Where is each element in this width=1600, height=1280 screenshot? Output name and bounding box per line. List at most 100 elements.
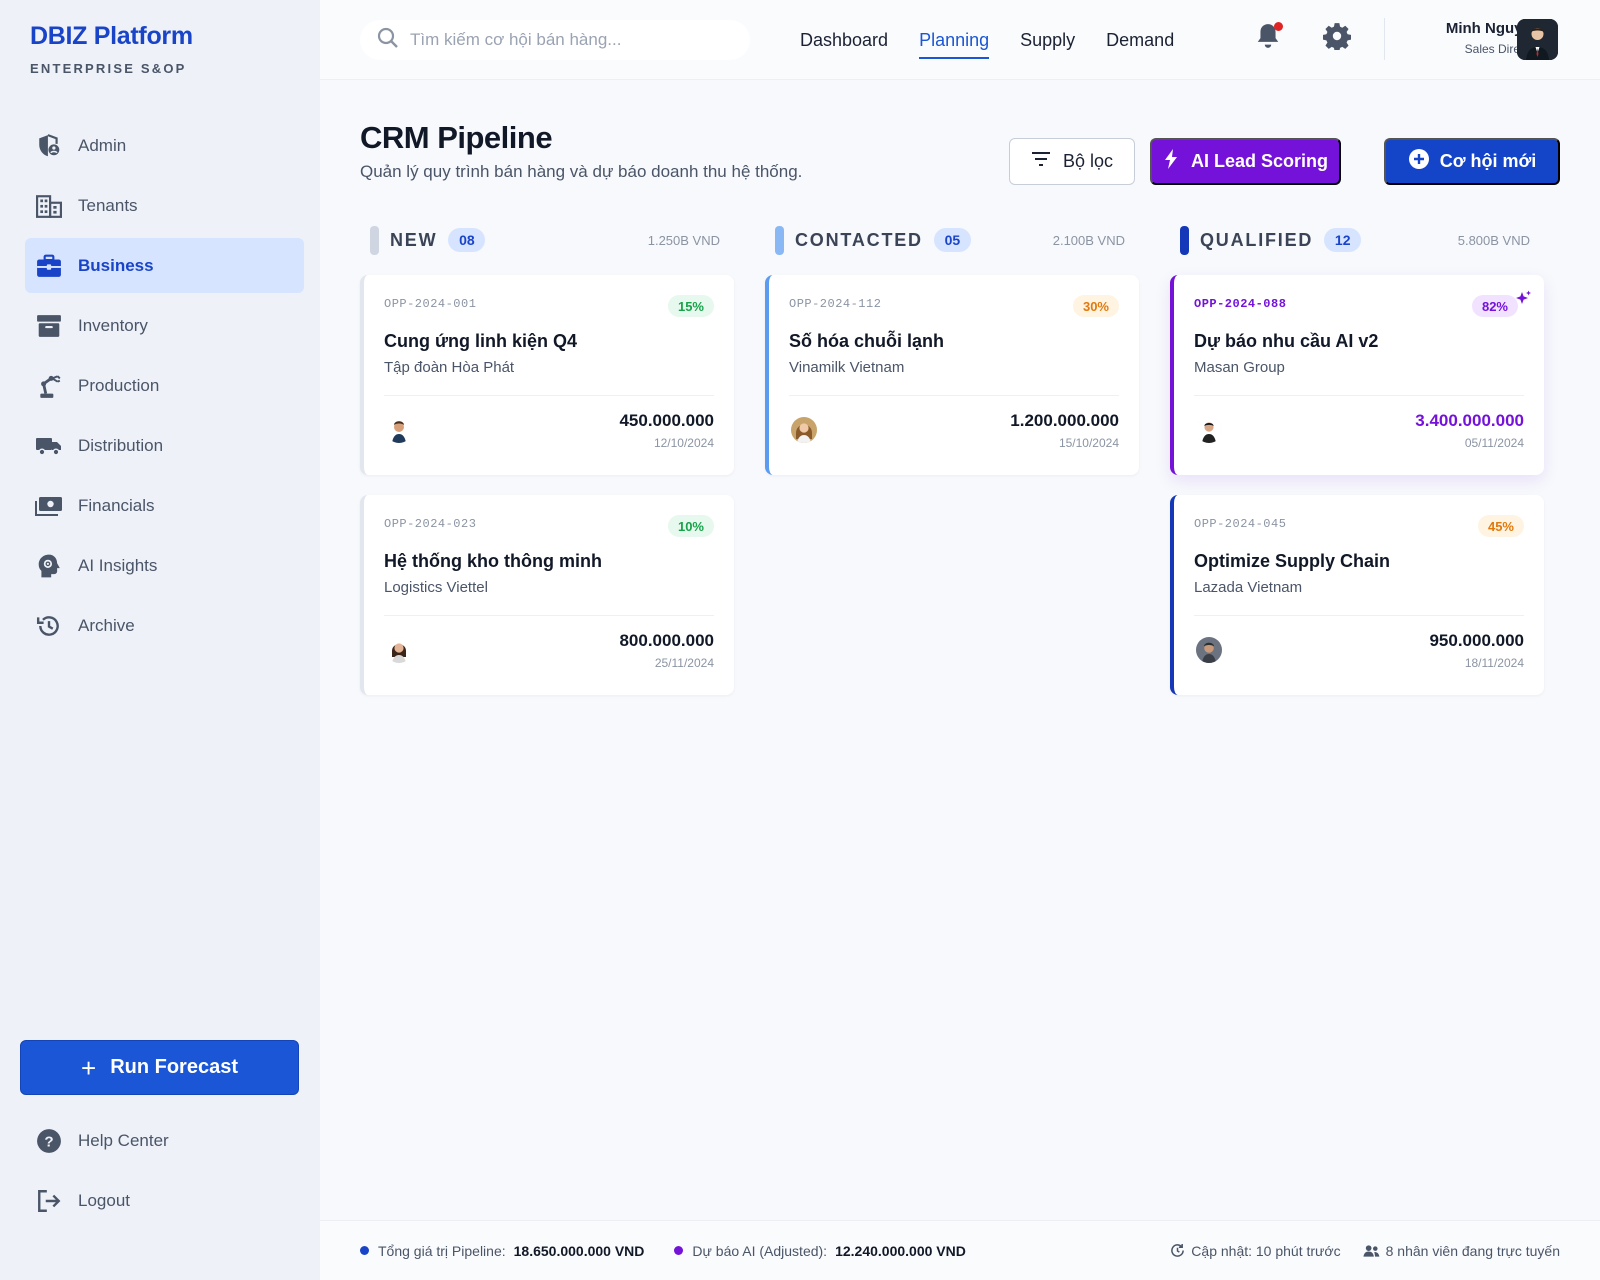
sidebar: DBIZ Platform ENTERPRISE S&OP Admin Tena…	[0, 0, 320, 1280]
opportunity-amount: 450.000.000	[619, 411, 714, 430]
nav-demand[interactable]: Demand	[1106, 29, 1175, 50]
run-forecast-button[interactable]: + Run Forecast	[20, 1040, 299, 1095]
column-name: NEW	[390, 229, 438, 250]
plus-circle-icon	[1408, 148, 1440, 175]
notifications-button[interactable]	[1255, 22, 1283, 52]
sidebar-item-label: Production	[78, 375, 160, 395]
column-name: QUALIFIED	[1200, 229, 1314, 250]
ai-forecast-label: Dự báo AI (Adjusted):	[692, 1242, 828, 1259]
column-total: 2.100B VND	[1052, 232, 1125, 248]
brand: DBIZ Platform ENTERPRISE S&OP	[30, 22, 193, 76]
search-input[interactable]	[410, 30, 730, 50]
column-name: CONTACTED	[795, 229, 923, 250]
company-name: Masan Group	[1194, 359, 1285, 376]
column-header-contacted: CONTACTED 05 2.100B VND	[775, 225, 1135, 255]
nav-supply[interactable]: Supply	[1020, 29, 1076, 50]
new-opportunity-button[interactable]: Cơ hội mới	[1384, 138, 1560, 185]
opportunity-card[interactable]: OPP-2024-001 15% Cung ứng linh kiện Q4 T…	[360, 275, 734, 475]
online-staff-text: 8 nhân viên đang trực tuyến	[1385, 1242, 1560, 1259]
close-date: 25/11/2024	[654, 656, 714, 670]
opportunity-amount: 950.000.000	[1429, 631, 1524, 650]
card-divider	[789, 395, 1119, 396]
column-header-qualified: QUALIFIED 12 5.800B VND	[1180, 225, 1540, 255]
opportunity-id: OPP-2024-001	[384, 297, 477, 311]
probability-badge: 10%	[667, 515, 714, 537]
opportunity-card[interactable]: OPP-2024-045 45% Optimize Supply Chain L…	[1170, 495, 1544, 695]
column-count-badge: 05	[933, 228, 971, 252]
new-opportunity-label: Cơ hội mới	[1439, 151, 1537, 171]
card-divider	[384, 395, 714, 396]
column-color-bar	[370, 225, 379, 255]
sidebar-item-label: Archive	[78, 615, 135, 635]
owner-avatar	[386, 637, 412, 663]
close-date: 05/11/2024	[1464, 436, 1524, 450]
opportunity-title: Optimize Supply Chain	[1194, 551, 1391, 571]
sidebar-item-financials[interactable]: Financials	[25, 478, 304, 533]
opportunity-card-highlighted[interactable]: OPP-2024-088 82% Dự báo nhu cầu AI v2 Ma…	[1170, 275, 1544, 475]
archive-box-icon	[35, 312, 63, 340]
help-circle-icon: ?	[35, 1127, 63, 1155]
close-date: 12/10/2024	[653, 436, 714, 450]
last-updated-text: Cập nhật: 10 phút trước	[1191, 1242, 1341, 1259]
settings-button[interactable]	[1322, 22, 1353, 52]
help-center-label: Help Center	[78, 1130, 169, 1150]
company-name: Lazada Vietnam	[1194, 579, 1303, 596]
user-avatar[interactable]	[1517, 19, 1558, 60]
nav-dashboard[interactable]: Dashboard	[800, 29, 889, 50]
svg-text:?: ?	[44, 1133, 53, 1150]
sidebar-item-label: Business	[78, 255, 154, 275]
divider	[1384, 18, 1385, 60]
opportunity-title: Hệ thống kho thông minh	[384, 551, 602, 571]
opportunity-id: OPP-2024-112	[789, 297, 882, 311]
nav-planning[interactable]: Planning	[919, 24, 990, 59]
opportunity-id: OPP-2024-088	[1194, 297, 1287, 311]
robot-arm-icon	[35, 372, 63, 400]
pipeline-total-label: Tổng giá trị Pipeline:	[378, 1242, 506, 1259]
sidebar-item-business[interactable]: Business	[25, 238, 304, 293]
owner-avatar	[1196, 417, 1222, 443]
top-bar: Dashboard Planning Supply Demand Minh Ng…	[320, 0, 1600, 80]
sidebar-item-admin[interactable]: Admin	[25, 118, 304, 173]
owner-avatar	[1196, 637, 1222, 663]
filter-button[interactable]: Bộ lọc	[1009, 138, 1135, 185]
sidebar-item-label: Distribution	[78, 435, 164, 455]
footer-status-right: Cập nhật: 10 phút trước 8 nhân viên đang…	[1170, 1243, 1560, 1259]
filter-label: Bộ lọc	[1062, 151, 1114, 171]
briefcase-icon	[35, 252, 63, 280]
sidebar-item-archive[interactable]: Archive	[25, 598, 304, 653]
sidebar-item-inventory[interactable]: Inventory	[25, 298, 304, 353]
opportunity-id: OPP-2024-023	[384, 517, 477, 531]
sidebar-item-ai-insights[interactable]: AI Insights	[25, 538, 304, 593]
run-forecast-label: Run Forecast	[110, 1056, 238, 1078]
admin-shield-icon	[35, 132, 63, 160]
opportunity-card[interactable]: OPP-2024-112 30% Số hóa chuỗi lạnh Vinam…	[765, 275, 1139, 475]
sidebar-footer-links: ? Help Center Logout	[25, 1113, 304, 1233]
status-dot	[674, 1246, 684, 1255]
logout-link[interactable]: Logout	[25, 1173, 304, 1228]
opportunity-card[interactable]: OPP-2024-023 10% Hệ thống kho thông minh…	[360, 495, 734, 695]
probability-badge: 30%	[1072, 295, 1119, 317]
ai-forecast-value: 12.240.000.000 VND	[835, 1242, 966, 1259]
sidebar-item-distribution[interactable]: Distribution	[25, 418, 304, 473]
brand-subtitle: ENTERPRISE S&OP	[30, 61, 187, 76]
sidebar-item-tenants[interactable]: Tenants	[25, 178, 304, 233]
probability-badge: 15%	[667, 295, 714, 317]
sidebar-item-production[interactable]: Production	[25, 358, 304, 413]
pipeline-total-value: 18.650.000.000 VND	[513, 1242, 645, 1259]
status-footer: Tổng giá trị Pipeline: 18.650.000.000 VN…	[320, 1220, 1600, 1280]
lightning-icon	[1163, 148, 1191, 175]
building-icon	[35, 192, 63, 220]
history-icon	[35, 612, 63, 640]
brand-title: DBIZ Platform	[30, 22, 193, 50]
opportunity-amount: 800.000.000	[619, 631, 714, 650]
card-divider	[384, 615, 714, 616]
ai-lead-scoring-button[interactable]: AI Lead Scoring	[1150, 138, 1341, 185]
plus-icon: +	[81, 1052, 97, 1083]
column-color-bar	[775, 225, 784, 255]
truck-icon	[35, 432, 63, 460]
search-box	[360, 20, 750, 60]
help-center-link[interactable]: ? Help Center	[25, 1113, 304, 1168]
card-divider	[1194, 615, 1524, 616]
ai-head-icon	[35, 552, 63, 580]
opportunity-title: Cung ứng linh kiện Q4	[384, 331, 578, 351]
